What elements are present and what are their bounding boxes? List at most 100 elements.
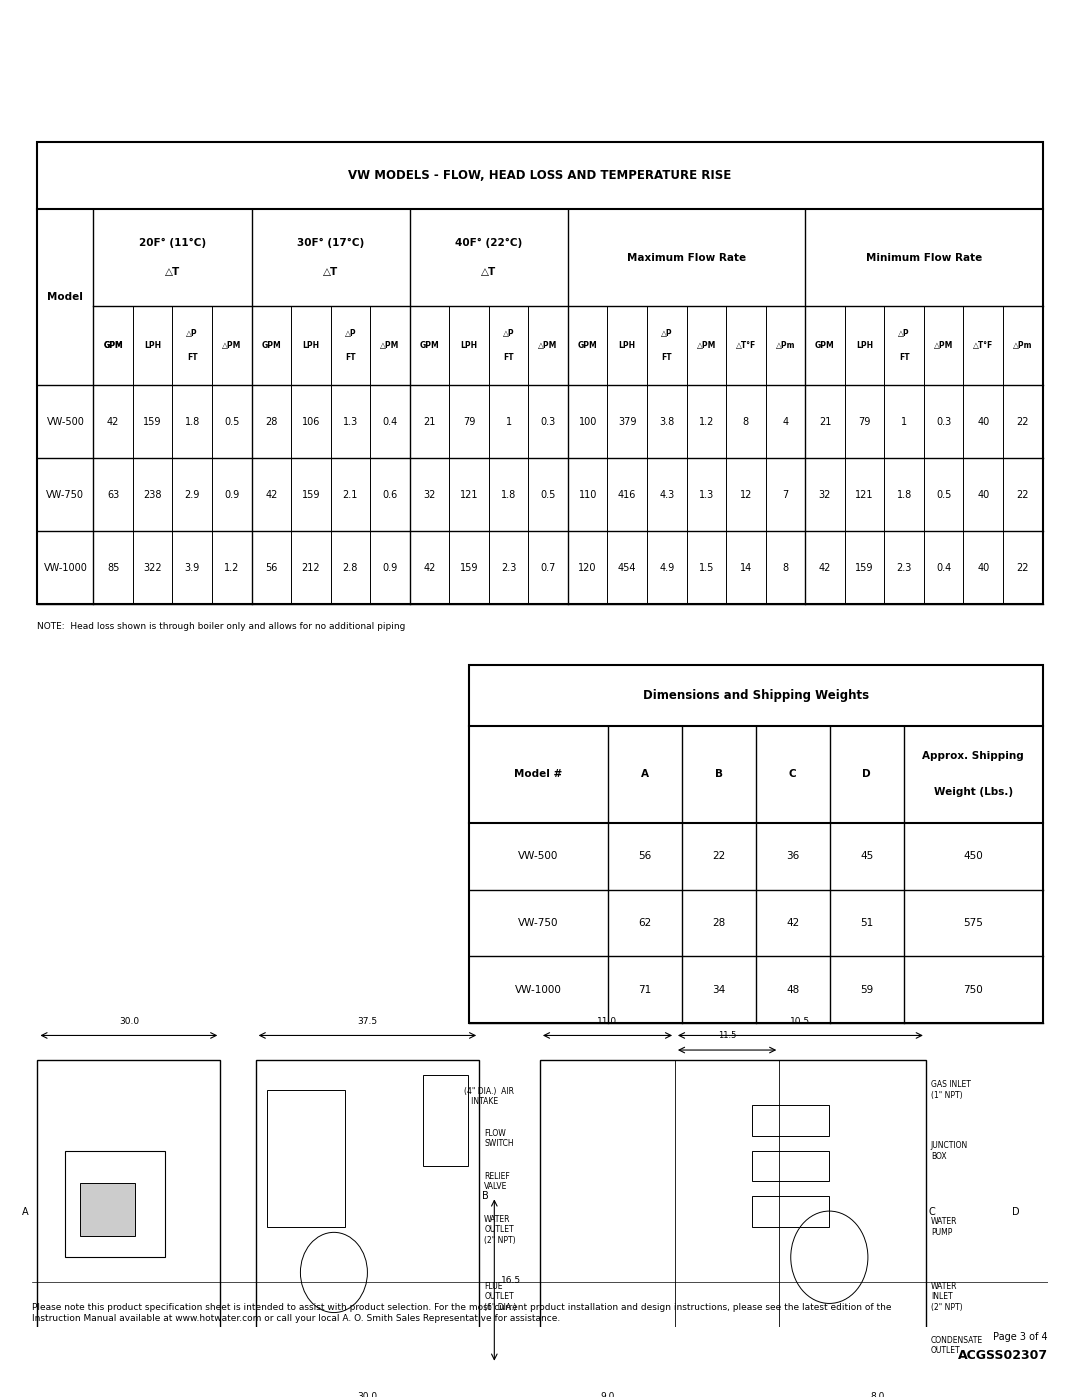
Bar [256,1060,480,1363]
Text: RELIEF
VALVE: RELIEF VALVE [484,1172,510,1192]
Text: 32: 32 [819,489,832,500]
Text: 0.6: 0.6 [382,489,397,500]
Text: 11.5: 11.5 [718,1031,737,1041]
Text: 28: 28 [265,416,278,426]
Bar [469,665,1042,1023]
Text: D: D [863,770,872,780]
Text: FLOW
SWITCH: FLOW SWITCH [484,1129,514,1148]
Text: 40: 40 [977,489,989,500]
Text: 100: 100 [579,416,597,426]
Text: VW-500: VW-500 [46,416,84,426]
Text: 42: 42 [819,563,832,573]
Text: B: B [482,1192,489,1201]
Text: FLUE
OUTLET
(6" DIA.): FLUE OUTLET (6" DIA.) [484,1282,516,1312]
Text: 0.5: 0.5 [540,489,556,500]
Text: 7: 7 [782,489,788,500]
Text: 0.3: 0.3 [540,416,556,426]
Text: 59: 59 [860,985,874,995]
Text: 42: 42 [423,563,435,573]
Text: WATER
OUTLET
(2" NPT): WATER OUTLET (2" NPT) [484,1215,516,1245]
Text: FT: FT [187,353,198,362]
Text: 0.9: 0.9 [225,489,240,500]
Text: GPM: GPM [261,341,281,351]
Text: 85: 85 [107,563,119,573]
Text: JUNCTION
BOX: JUNCTION BOX [931,1141,968,1161]
Text: VW-500: VW-500 [518,851,558,861]
Text: 4: 4 [782,416,788,426]
Text: 10.5: 10.5 [791,1017,810,1025]
Text: D: D [1012,1207,1020,1217]
Text: 0.7: 0.7 [540,563,556,573]
Text: 0.3: 0.3 [936,416,951,426]
Text: C: C [929,1207,935,1217]
Text: 40F° (22°C): 40F° (22°C) [455,237,523,249]
Text: 28: 28 [712,918,726,928]
Text: 4.3: 4.3 [659,489,674,500]
Text: 0.5: 0.5 [936,489,951,500]
Text: FT: FT [661,353,672,362]
Text: 32: 32 [423,489,435,500]
Text: △T°F: △T°F [735,341,756,351]
Text: 45: 45 [860,851,874,861]
Text: 322: 322 [144,563,162,573]
Text: 37.5: 37.5 [357,1017,378,1025]
Text: FT: FT [503,353,514,362]
Text: 110: 110 [579,489,597,500]
Text: △T: △T [165,267,180,277]
Text: 79: 79 [463,416,475,426]
Text: 79: 79 [859,416,870,426]
Text: 1.8: 1.8 [185,416,200,426]
Bar [65,1151,165,1257]
Text: Weight (Lbs.): Weight (Lbs.) [933,788,1013,798]
Text: 4.9: 4.9 [659,563,674,573]
Text: 63: 63 [107,489,119,500]
Text: 1: 1 [901,416,907,426]
Bar [540,1060,926,1363]
Text: 11.0: 11.0 [597,1017,618,1025]
Text: LPH: LPH [460,341,477,351]
Bar [752,1105,829,1136]
Text: 40: 40 [977,563,989,573]
Text: ACGSS02307: ACGSS02307 [958,1350,1048,1362]
Text: 3.9: 3.9 [185,563,200,573]
Text: 120: 120 [579,563,597,573]
Text: Dimensions and Shipping Weights: Dimensions and Shipping Weights [643,689,868,701]
Text: Model: Model [48,292,83,302]
Text: 42: 42 [786,918,799,928]
Text: △T°F: △T°F [973,341,994,351]
Text: Minimum Flow Rate: Minimum Flow Rate [866,253,982,263]
Text: 36: 36 [786,851,799,861]
Text: 8: 8 [743,416,748,426]
Text: 2.3: 2.3 [896,563,912,573]
Text: △P: △P [661,330,673,338]
Text: 1.2: 1.2 [224,563,240,573]
Text: Page 3 of 4: Page 3 of 4 [993,1331,1048,1343]
Text: 12: 12 [740,489,752,500]
Text: GPM: GPM [104,341,123,351]
Text: △PM: △PM [697,341,716,351]
Text: 34: 34 [712,985,726,995]
Text: 121: 121 [855,489,874,500]
Text: LPH: LPH [619,341,636,351]
Text: Commercial Gas Boilers: Commercial Gas Boilers [572,27,1048,64]
Text: 40: 40 [977,416,989,426]
Text: △PM: △PM [539,341,558,351]
Text: 0.4: 0.4 [382,416,397,426]
Text: 0.5: 0.5 [224,416,240,426]
Text: A: A [22,1207,28,1217]
Bar [44,1363,60,1382]
Text: GPM: GPM [815,341,835,351]
Text: 159: 159 [855,563,874,573]
Text: 71: 71 [638,985,651,995]
Text: 1.8: 1.8 [501,489,516,500]
Text: 212: 212 [301,563,320,573]
Bar [267,1090,346,1227]
Text: △PM: △PM [934,341,954,351]
Text: △Pm: △Pm [1013,341,1032,351]
Text: 1.3: 1.3 [342,416,357,426]
Text: GPM: GPM [578,341,597,351]
Text: △T: △T [323,267,338,277]
Text: 238: 238 [144,489,162,500]
Text: 62: 62 [638,918,651,928]
Text: 51: 51 [860,918,874,928]
